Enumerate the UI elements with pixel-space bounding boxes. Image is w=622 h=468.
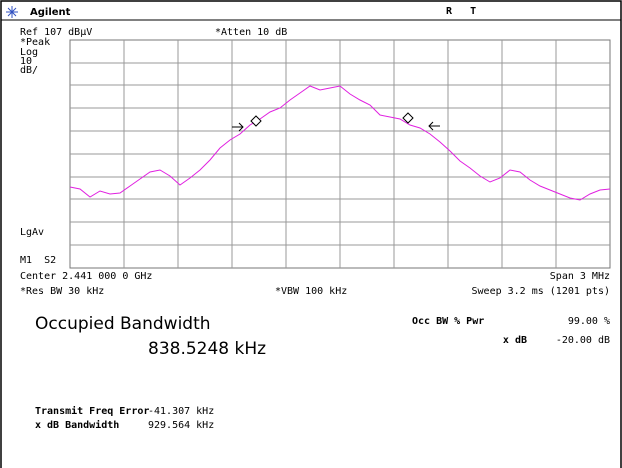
marker-right <box>402 112 414 124</box>
detail-label: Transmit Freq Error <box>35 405 149 417</box>
xdb-value: -20.00 dB <box>556 335 610 346</box>
marker-left <box>250 115 262 127</box>
detail-value: -41.307 kHz <box>148 406 214 417</box>
trace <box>69 85 611 201</box>
logo <box>6 6 18 18</box>
averaging: LgAv <box>20 227 44 238</box>
brand: Agilent <box>30 7 71 18</box>
scale-unit: dB/ <box>20 65 38 76</box>
pwr-value: 99.00 % <box>568 316 610 327</box>
center-freq: Center 2.441 000 0 GHz <box>20 271 152 282</box>
scale-type: Log <box>20 47 38 58</box>
arrow-right <box>428 121 440 131</box>
result-value: 838.5248 kHz <box>148 339 266 359</box>
detector: *Peak <box>20 37 50 48</box>
span: Span 3 MHz <box>550 271 610 282</box>
atten: *Atten 10 dB <box>215 27 287 38</box>
status: R T <box>446 6 476 17</box>
graticule <box>69 39 611 269</box>
pwr-label: Occ BW % Pwr <box>412 316 484 327</box>
sweep: Sweep 3.2 ms (1201 pts) <box>472 286 610 297</box>
result-title: Occupied Bandwidth <box>35 314 211 334</box>
vbw: *VBW 100 kHz <box>275 286 347 297</box>
ref-level: Ref 107 dBµV <box>20 27 92 38</box>
rbw: *Res BW 30 kHz <box>20 286 104 297</box>
xdb-label: x dB <box>503 335 527 346</box>
marker-info: M1 S2 <box>20 255 56 266</box>
scale-value: 10 <box>20 56 32 67</box>
detail-label: x dB Bandwidth <box>35 419 119 431</box>
detail-value: 929.564 kHz <box>148 420 214 431</box>
arrow-left <box>232 122 244 132</box>
